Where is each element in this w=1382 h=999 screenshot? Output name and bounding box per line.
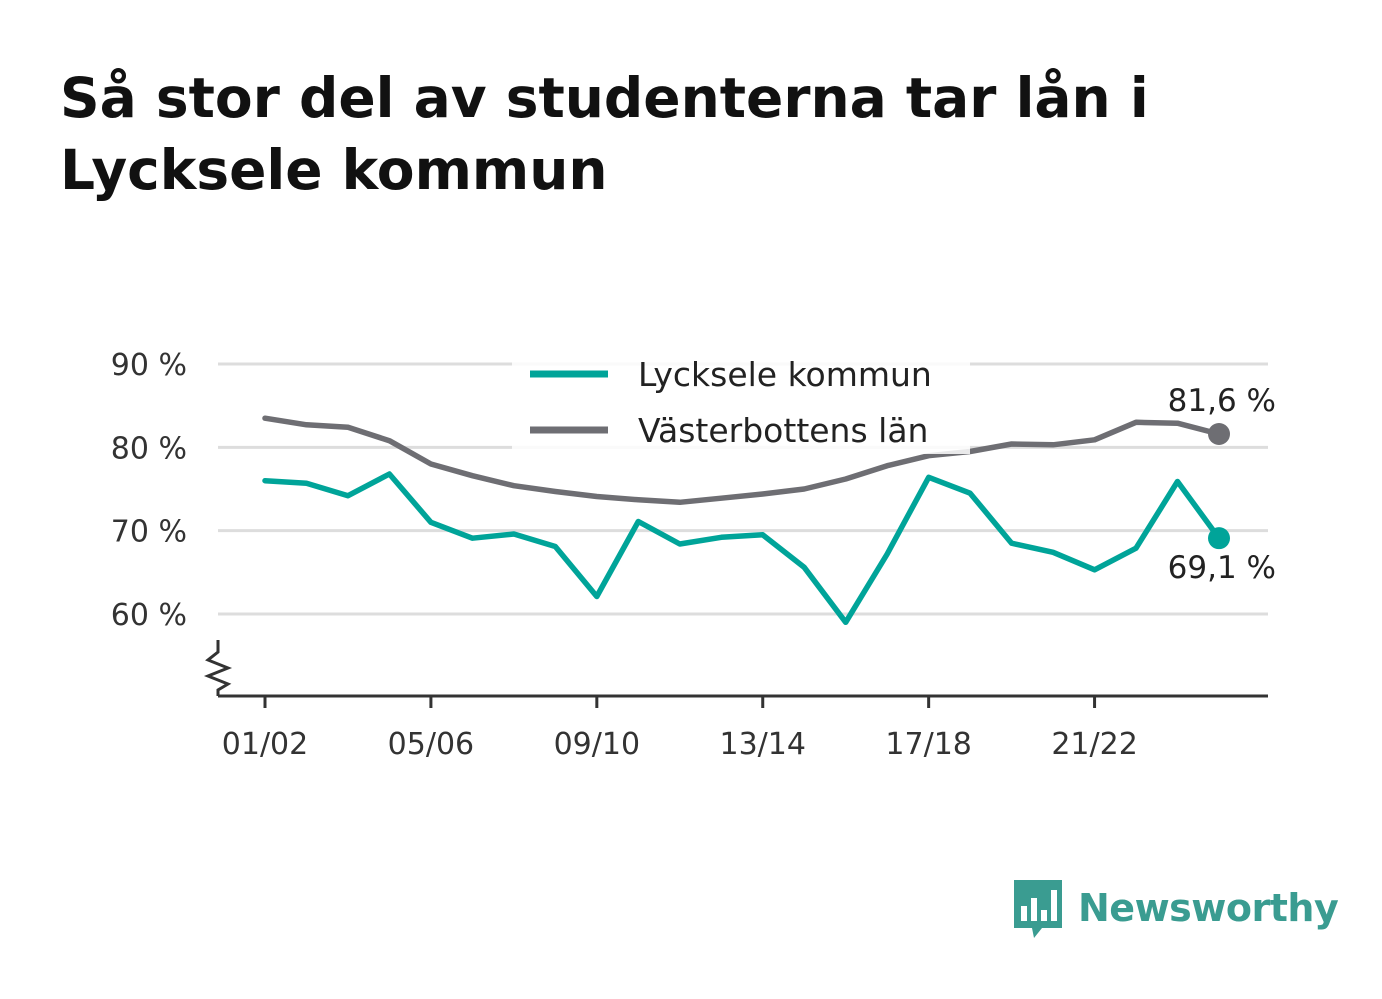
x-tick-label: 05/06 bbox=[388, 727, 474, 762]
x-tick-label: 13/14 bbox=[720, 727, 806, 762]
legend-label: Lycksele kommun bbox=[638, 355, 932, 394]
axes: 90 % 80 % 70 % 60 % 01/02 05/06 09/10 13/14 17/1… bbox=[111, 348, 1268, 762]
y-axis-break-icon bbox=[203, 640, 233, 696]
legend-background bbox=[512, 350, 970, 454]
end-labels: 69,1 % 81,6 % bbox=[1168, 383, 1276, 586]
x-tick-label: 21/22 bbox=[1051, 727, 1137, 762]
chart-title: Så stor del av studenterna tar lån i Lyc… bbox=[60, 66, 1149, 202]
series-line-vasterbotten bbox=[262, 415, 1222, 506]
bar-chart-speech-bubble-icon bbox=[1014, 880, 1062, 938]
y-tick-label: 90 % bbox=[111, 348, 187, 383]
end-point-marker bbox=[1208, 423, 1230, 445]
series-line-lycksele bbox=[262, 471, 1222, 626]
x-tick-label: 17/18 bbox=[885, 727, 971, 762]
end-point-marker bbox=[1208, 527, 1230, 550]
end-value-label: 81,6 % bbox=[1168, 383, 1276, 419]
y-tick-label: 70 % bbox=[111, 515, 187, 550]
end-value-label: 69,1 % bbox=[1168, 550, 1276, 586]
logo-text: Newsworthy bbox=[1078, 886, 1339, 930]
legend: Lycksele kommun Västerbottens län bbox=[512, 350, 970, 454]
series-lines bbox=[262, 415, 1222, 626]
y-tick-label: 60 % bbox=[111, 598, 187, 633]
newsworthy-logo: Newsworthy bbox=[1012, 876, 1339, 940]
x-tick-label: 09/10 bbox=[554, 727, 640, 762]
legend-label: Västerbottens län bbox=[638, 411, 928, 450]
x-tick-label: 01/02 bbox=[222, 727, 308, 762]
y-tick-label: 80 % bbox=[111, 431, 187, 466]
